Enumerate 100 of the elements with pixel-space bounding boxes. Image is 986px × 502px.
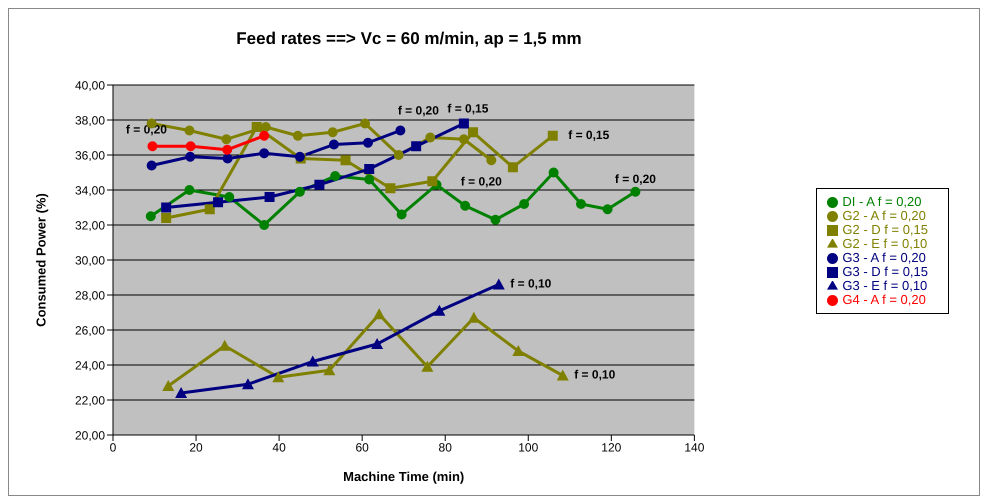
point	[184, 185, 194, 195]
point	[371, 338, 384, 349]
point	[292, 130, 303, 141]
point	[147, 141, 158, 152]
x-tick-label: 40	[272, 440, 286, 455]
annotation: f = 0,20	[614, 172, 656, 186]
legend-label: G3 - D f = 0,15	[842, 264, 928, 279]
y-axis-title: Consumed Power (%)	[34, 193, 49, 327]
point	[421, 360, 434, 372]
y-tick-label: 28,00	[74, 288, 106, 302]
point	[323, 364, 336, 376]
point	[458, 118, 469, 128]
point	[272, 371, 284, 382]
point	[218, 340, 231, 351]
point	[185, 152, 196, 162]
y-tick-label: 26,00	[74, 323, 106, 338]
y-tick-label: 20,00	[74, 428, 106, 442]
point	[602, 204, 613, 214]
x-tick-label: 80	[438, 440, 452, 455]
point	[548, 130, 558, 141]
point	[242, 378, 254, 390]
point	[362, 138, 373, 148]
point	[427, 176, 438, 186]
point	[458, 134, 469, 144]
legend-label: G4 - A f = 0,20	[842, 292, 926, 307]
legend-label: G3 - E f = 0,10	[842, 278, 928, 293]
point	[259, 130, 270, 141]
point	[146, 160, 157, 170]
point	[468, 127, 478, 138]
annotation: f = 0,20	[398, 104, 440, 118]
point	[490, 214, 500, 225]
legend-label: G3 - A f = 0,20	[842, 250, 926, 265]
x-tick-label: 60	[355, 440, 370, 455]
legend-label: G2 - D f = 0,15	[842, 222, 928, 237]
point	[306, 356, 319, 366]
point	[252, 122, 262, 132]
point	[548, 168, 559, 178]
point	[259, 148, 270, 158]
y-tick-label: 36,00	[74, 148, 106, 162]
point	[328, 140, 339, 150]
x-tick-label: 20	[189, 440, 204, 455]
point	[425, 132, 436, 142]
annotation: f = 0,15	[447, 102, 489, 116]
annotation: f = 0,10	[510, 276, 552, 291]
point	[385, 183, 396, 194]
point	[373, 308, 386, 320]
point	[222, 154, 233, 164]
y-tick-label: 34,00	[74, 183, 106, 198]
point	[204, 204, 215, 214]
point	[213, 197, 224, 208]
point	[146, 211, 156, 222]
point	[508, 162, 518, 172]
y-tick-label: 32,00	[74, 218, 106, 232]
point	[224, 192, 234, 202]
point	[161, 202, 172, 212]
x-tick-label: 140	[684, 440, 705, 455]
annotation: f = 0,15	[568, 128, 610, 142]
point	[433, 304, 446, 316]
y-tick-label: 40,00	[74, 78, 106, 92]
annotation: f = 0,20	[460, 174, 502, 188]
point	[396, 210, 407, 220]
x-tick-label: 120	[601, 440, 622, 455]
point	[184, 126, 194, 136]
point	[360, 118, 370, 128]
point	[330, 171, 340, 181]
point	[394, 150, 404, 160]
point	[395, 126, 406, 136]
point	[364, 164, 374, 174]
point	[314, 180, 324, 190]
point	[259, 220, 270, 230]
legend-label: G2 - A f = 0,20	[842, 208, 926, 223]
point	[221, 134, 232, 144]
annotation: f = 0,20	[126, 122, 168, 136]
point	[162, 380, 174, 391]
point	[492, 278, 505, 290]
point	[340, 155, 351, 166]
point	[294, 186, 305, 197]
point	[260, 122, 271, 132]
y-tick-label: 24,00	[74, 358, 106, 372]
chart-title: Feed rates ==> Vc = 60 m/min, ap = 1,5 mm	[235, 29, 583, 49]
point	[264, 192, 275, 202]
point	[161, 213, 172, 223]
x-tick-label: 0	[110, 440, 117, 455]
point	[468, 312, 480, 323]
x-tick-label: 100	[518, 440, 539, 455]
y-tick-label: 30,00	[74, 253, 106, 268]
legend-label: DI - A f = 0,20	[842, 194, 922, 209]
point	[411, 141, 422, 152]
point	[186, 141, 196, 152]
annotation: f = 0,10	[574, 368, 616, 382]
y-tick-label: 38,00	[74, 113, 106, 128]
point	[175, 387, 188, 398]
point	[576, 199, 586, 209]
legend-label: G2 - E f = 0,10	[842, 236, 928, 251]
point	[460, 200, 470, 211]
point	[556, 370, 569, 380]
point	[519, 199, 530, 209]
point	[512, 345, 524, 356]
y-tick-label: 22,00	[74, 393, 106, 408]
point	[222, 144, 232, 155]
